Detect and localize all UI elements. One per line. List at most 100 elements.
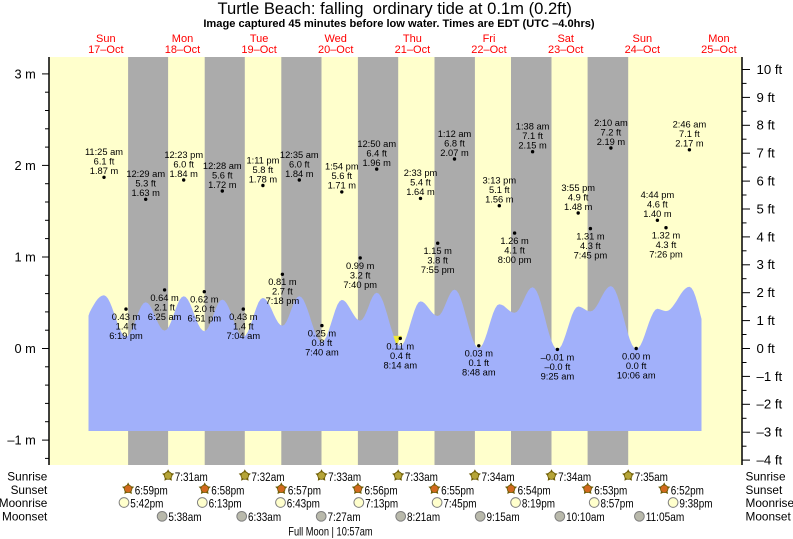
svg-text:7:55 pm: 7:55 pm xyxy=(421,265,455,275)
svg-text:8 ft: 8 ft xyxy=(757,118,776,133)
svg-text:18–Oct: 18–Oct xyxy=(165,44,200,56)
svg-text:5:42pm: 5:42pm xyxy=(130,497,163,511)
svg-text:7:31am: 7:31am xyxy=(175,470,208,484)
svg-text:5.1 ft: 5.1 ft xyxy=(489,185,510,195)
svg-text:10:10am: 10:10am xyxy=(566,510,605,524)
svg-text:1.78 m: 1.78 m xyxy=(249,174,278,184)
svg-text:7:26 pm: 7:26 pm xyxy=(649,250,683,260)
svg-text:1.4 ft: 1.4 ft xyxy=(116,322,137,332)
svg-text:1:11 pm: 1:11 pm xyxy=(246,155,279,165)
svg-text:0.8 ft: 0.8 ft xyxy=(312,338,333,348)
svg-text:0.0 ft: 0.0 ft xyxy=(626,361,647,371)
svg-text:8:19pm: 8:19pm xyxy=(522,497,555,511)
svg-text:Moonrise: Moonrise xyxy=(0,496,48,510)
svg-text:7:34am: 7:34am xyxy=(558,470,591,484)
svg-text:9:25 am: 9:25 am xyxy=(541,371,575,381)
svg-text:2.1 ft: 2.1 ft xyxy=(154,302,175,312)
svg-text:1.84 m: 1.84 m xyxy=(285,169,314,179)
svg-text:4.9 ft: 4.9 ft xyxy=(568,192,589,202)
svg-text:9:15am: 9:15am xyxy=(487,510,520,524)
svg-text:3.8 ft: 3.8 ft xyxy=(427,256,448,266)
svg-text:0.03 m: 0.03 m xyxy=(465,349,494,359)
svg-text:12:23 pm: 12:23 pm xyxy=(164,150,203,160)
svg-text:–0.0 ft: –0.0 ft xyxy=(544,362,570,372)
svg-text:Sunrise: Sunrise xyxy=(746,470,786,484)
svg-text:1.64 m: 1.64 m xyxy=(406,187,435,197)
svg-text:Sunset: Sunset xyxy=(746,483,783,497)
svg-text:6 ft: 6 ft xyxy=(757,174,776,189)
svg-text:1.71 m: 1.71 m xyxy=(328,181,357,191)
svg-text:4 ft: 4 ft xyxy=(757,229,776,244)
svg-text:0.4 ft: 0.4 ft xyxy=(390,351,411,361)
svg-text:Full Moon | 10:57am: Full Moon | 10:57am xyxy=(288,525,372,539)
svg-text:Sat: Sat xyxy=(557,33,574,45)
svg-text:7:27am: 7:27am xyxy=(328,510,361,524)
svg-text:2.0 ft: 2.0 ft xyxy=(194,304,215,314)
svg-text:6.8 ft: 6.8 ft xyxy=(444,138,465,148)
svg-text:22–Oct: 22–Oct xyxy=(471,44,506,56)
svg-text:–4 ft: –4 ft xyxy=(757,453,783,468)
svg-text:7.2 ft: 7.2 ft xyxy=(601,127,622,137)
svg-text:1.63 m: 1.63 m xyxy=(131,188,160,198)
svg-text:4:44 pm: 4:44 pm xyxy=(641,190,675,200)
svg-text:6:33am: 6:33am xyxy=(248,510,281,524)
svg-text:7 ft: 7 ft xyxy=(757,146,776,161)
svg-text:2.07 m: 2.07 m xyxy=(440,148,469,158)
svg-text:Sunset: Sunset xyxy=(11,483,48,497)
svg-text:Turtle Beach: falling ordinar: Turtle Beach: falling ordinary tide at 0… xyxy=(217,0,571,18)
svg-text:7.1 ft: 7.1 ft xyxy=(679,129,700,139)
svg-text:5:38am: 5:38am xyxy=(168,510,201,524)
svg-text:25–Oct: 25–Oct xyxy=(701,44,736,56)
svg-text:Fri: Fri xyxy=(483,33,496,45)
svg-text:1:12 am: 1:12 am xyxy=(438,129,472,139)
svg-text:3 ft: 3 ft xyxy=(757,257,776,272)
svg-text:10:06 am: 10:06 am xyxy=(617,370,656,380)
svg-text:Sunrise: Sunrise xyxy=(7,470,47,484)
svg-text:1.87 m: 1.87 m xyxy=(90,166,119,176)
svg-text:4.6 ft: 4.6 ft xyxy=(647,200,668,210)
svg-text:5.4 ft: 5.4 ft xyxy=(410,178,431,188)
svg-text:7:04 am: 7:04 am xyxy=(227,331,261,341)
svg-text:12:28 am: 12:28 am xyxy=(203,161,242,171)
svg-text:4.3 ft: 4.3 ft xyxy=(580,241,601,251)
svg-text:1 m: 1 m xyxy=(14,249,35,264)
svg-text:0 m: 0 m xyxy=(14,341,35,356)
svg-text:7:40 am: 7:40 am xyxy=(305,348,339,358)
svg-text:19–Oct: 19–Oct xyxy=(241,44,276,56)
svg-text:2:10 am: 2:10 am xyxy=(594,118,628,128)
svg-text:–0.01 m: –0.01 m xyxy=(541,352,575,362)
svg-text:1:38 am: 1:38 am xyxy=(516,122,550,132)
svg-text:1.72 m: 1.72 m xyxy=(208,180,237,190)
svg-text:Moonset: Moonset xyxy=(2,510,48,524)
svg-text:Mon: Mon xyxy=(708,33,729,45)
svg-text:1.48 m: 1.48 m xyxy=(564,202,593,212)
svg-text:5.8 ft: 5.8 ft xyxy=(253,165,274,175)
svg-text:9:38pm: 9:38pm xyxy=(679,497,712,511)
svg-text:5 ft: 5 ft xyxy=(757,201,776,216)
svg-text:1.84 m: 1.84 m xyxy=(169,169,198,179)
svg-text:7:34am: 7:34am xyxy=(482,470,515,484)
svg-text:6:57pm: 6:57pm xyxy=(288,483,321,497)
svg-text:0.00 m: 0.00 m xyxy=(622,351,651,361)
svg-text:6:54pm: 6:54pm xyxy=(518,483,551,497)
svg-text:1.26 m: 1.26 m xyxy=(500,236,529,246)
svg-text:0.25 m: 0.25 m xyxy=(308,329,337,339)
svg-text:0.1 ft: 0.1 ft xyxy=(468,358,489,368)
svg-text:3 m: 3 m xyxy=(14,66,35,81)
svg-text:6:52pm: 6:52pm xyxy=(671,483,704,497)
svg-text:8:00 pm: 8:00 pm xyxy=(498,255,532,265)
svg-text:0.81 m: 0.81 m xyxy=(268,277,297,287)
svg-text:7:33am: 7:33am xyxy=(328,470,361,484)
svg-text:12:29 am: 12:29 am xyxy=(126,169,165,179)
svg-text:23–Oct: 23–Oct xyxy=(548,44,583,56)
svg-text:1 ft: 1 ft xyxy=(757,313,776,328)
svg-text:6:19 pm: 6:19 pm xyxy=(109,331,143,341)
svg-text:8:57pm: 8:57pm xyxy=(601,497,634,511)
svg-text:Moonset: Moonset xyxy=(746,510,792,524)
svg-text:5.6 ft: 5.6 ft xyxy=(331,171,352,181)
svg-text:2:33 pm: 2:33 pm xyxy=(404,168,438,178)
svg-text:7:40 pm: 7:40 pm xyxy=(343,280,377,290)
svg-text:–2 ft: –2 ft xyxy=(757,397,783,412)
svg-text:0.43 m: 0.43 m xyxy=(229,312,258,322)
svg-text:12:35 am: 12:35 am xyxy=(280,150,319,160)
